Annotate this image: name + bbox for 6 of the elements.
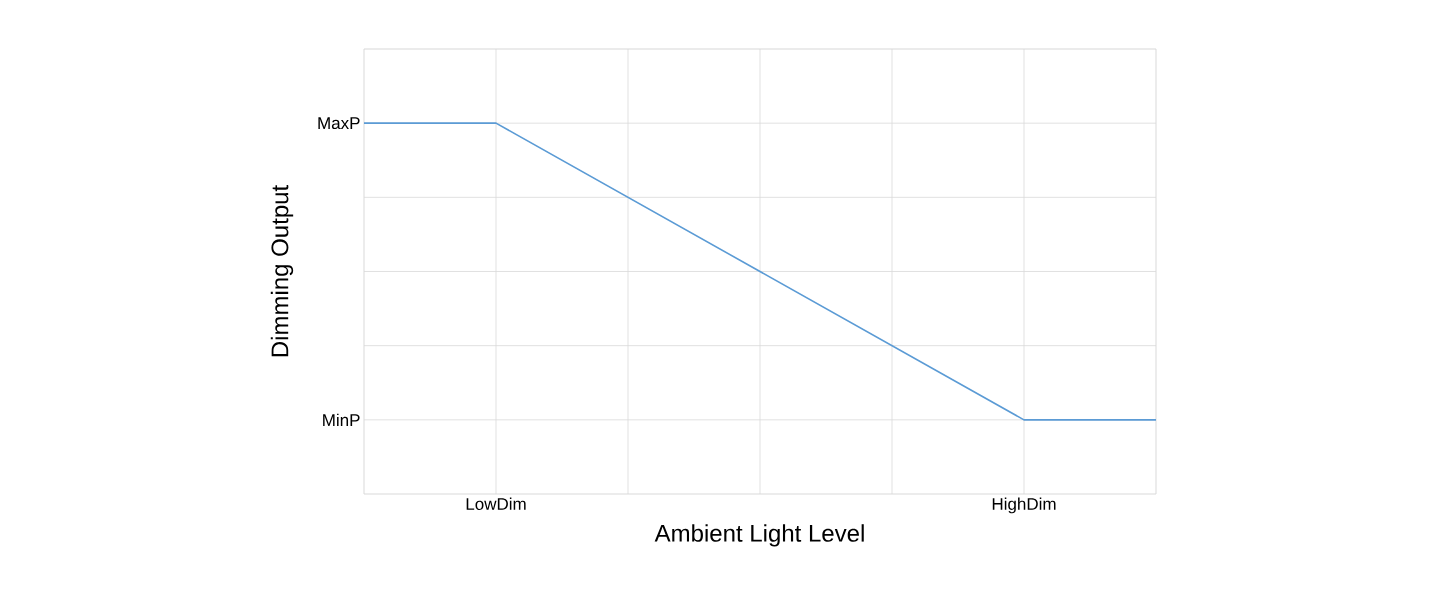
y-axis-title: Dimming Output <box>270 185 294 357</box>
x-tick-label: HighDim <box>992 497 1056 514</box>
x-axis-title: Ambient Light Level <box>654 524 864 547</box>
text: MinP <box>323 413 360 426</box>
x-tick-label: LowDim <box>466 497 526 511</box>
text: MaxP <box>318 117 360 130</box>
